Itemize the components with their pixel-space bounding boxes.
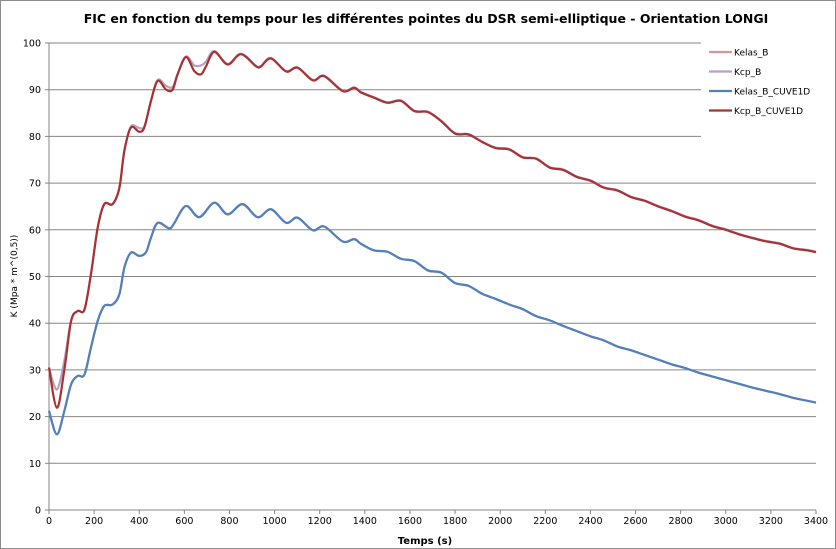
x-tick-label: 2000	[488, 516, 512, 527]
x-tick-label: 1800	[443, 516, 467, 527]
y-axis-label: K (Mpa * m^(0,5))	[10, 235, 20, 318]
x-tick-label: 3200	[759, 516, 783, 527]
series-line-kelas-b	[47, 201, 817, 436]
x-tick-label: 2200	[533, 516, 557, 527]
y-tick-label: 60	[29, 225, 41, 236]
legend-background	[701, 37, 831, 152]
legend-label: Kcp_B	[734, 68, 761, 78]
x-tick-label: 3000	[714, 516, 738, 527]
y-tick-label: 100	[23, 39, 41, 50]
x-tick-label: 1600	[398, 516, 422, 527]
y-tick-label: 0	[35, 506, 41, 517]
legend-label: Kcp_B_CUVE1D	[734, 107, 803, 117]
y-tick-label: 30	[29, 365, 41, 376]
legend-label: Kelas_B_CUVE1D	[734, 88, 810, 98]
x-tick-label: 1000	[262, 516, 286, 527]
x-tick-label: 1200	[308, 516, 332, 527]
y-tick-label: 80	[29, 132, 41, 143]
series-lines	[47, 49, 817, 436]
x-tick-label: 2600	[623, 516, 647, 527]
x-tick-label: 3400	[804, 516, 828, 527]
series-line-kelas-b-cuve1d	[47, 201, 817, 436]
y-tick-label: 50	[29, 272, 41, 283]
legend: Kelas_B Kcp_B Kelas_B_CUVE1D Kcp_B_CUVE1D	[701, 37, 831, 152]
chart-title: FIC en fonction du temps pour les différ…	[84, 11, 769, 26]
x-tick-label: 0	[46, 516, 52, 527]
gridlines	[49, 42, 816, 464]
x-tick-label: 1400	[353, 516, 377, 527]
x-tick-label: 2400	[578, 516, 602, 527]
x-tick-label: 2800	[669, 516, 693, 527]
x-tick-label: 800	[220, 516, 238, 527]
y-tick-label: 20	[29, 412, 41, 423]
x-tick-label: 400	[130, 516, 148, 527]
y-tick-label: 90	[29, 85, 41, 96]
x-tick-label: 600	[175, 516, 193, 527]
series-line-kcp-b-cuve1d	[47, 50, 817, 409]
x-axis-label: Temps (s)	[398, 536, 452, 547]
x-tick-label: 200	[85, 516, 103, 527]
y-tick-label: 70	[29, 179, 41, 190]
y-tick-label: 40	[29, 319, 41, 330]
legend-label: Kelas_B	[734, 49, 768, 59]
y-tick-label: 10	[29, 459, 41, 470]
